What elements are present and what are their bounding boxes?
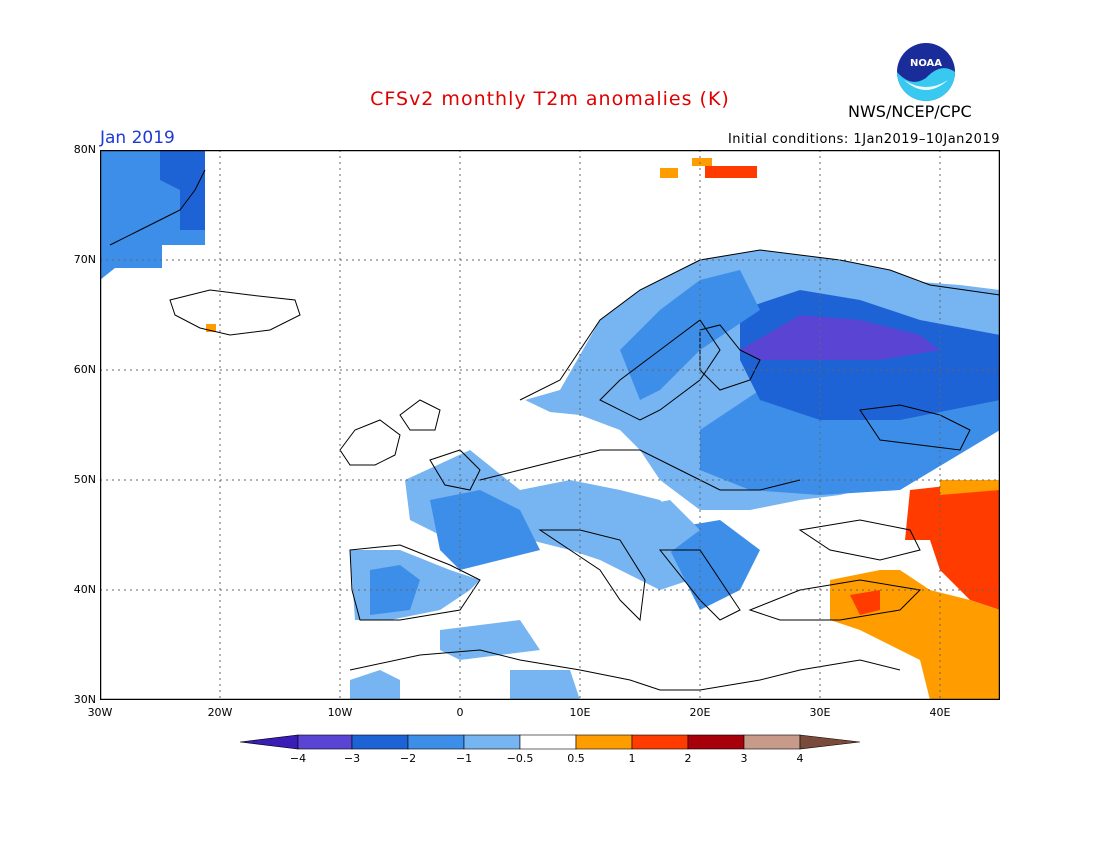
colorbar-label: 3 — [740, 752, 748, 765]
colorbar-bin-1 — [297, 734, 353, 750]
lon-label-10e: 10E — [569, 706, 591, 719]
colorbar-bin-3 — [407, 734, 465, 750]
lon-label-30e: 30E — [809, 706, 831, 719]
lat-label-50n: 50N — [73, 473, 96, 486]
lon-label-20e: 20E — [689, 706, 711, 719]
colorbar-label: −3 — [343, 752, 361, 765]
lon-label-10w: 10W — [327, 706, 353, 719]
anomaly-map — [100, 150, 1000, 700]
colorbar — [240, 734, 860, 750]
logo-text: NOAA — [910, 58, 942, 69]
agency-label: NWS/NCEP/CPC — [848, 102, 972, 121]
colorbar-arrow-high — [799, 734, 860, 750]
initial-conditions: Initial conditions: 1Jan2019–10Jan2019 — [727, 132, 1000, 147]
lon-label-30w: 30W — [87, 706, 113, 719]
colorbar-label: −2 — [399, 752, 417, 765]
lon-label-20w: 20W — [207, 706, 233, 719]
lat-label-30n: 30N — [73, 693, 96, 706]
colorbar-label: 2 — [684, 752, 692, 765]
lat-label-70n: 70N — [73, 253, 96, 266]
colorbar-label: −0.5 — [506, 752, 534, 765]
lat-label-80n: 80N — [73, 143, 96, 156]
colorbar-bin-9 — [743, 734, 801, 750]
anomaly-shading — [100, 150, 1000, 700]
gridlines — [100, 150, 1000, 700]
colorbar-label: 1 — [628, 752, 636, 765]
colorbar-bin-7 — [631, 734, 689, 750]
map-title: CFSv2 monthly T2m anomalies (K) — [370, 88, 730, 110]
forecast-month: Jan 2019 — [100, 128, 175, 148]
lon-label-0: 0 — [456, 706, 464, 719]
colorbar-bin-8 — [687, 734, 745, 750]
noaa-logo-icon: NOAA — [897, 43, 955, 101]
coastlines — [109, 169, 1000, 691]
colorbar-bin-5 — [519, 734, 577, 750]
colorbar-bin-6 — [575, 734, 633, 750]
lat-label-60n: 60N — [73, 363, 96, 376]
map-frame — [100, 150, 1000, 700]
lat-label-40n: 40N — [73, 583, 96, 596]
colorbar-label: 4 — [796, 752, 804, 765]
colorbar-label: −4 — [289, 752, 307, 765]
lon-label-40e: 40E — [929, 706, 951, 719]
colorbar-arrow-low — [240, 734, 299, 750]
map-panel — [100, 150, 1000, 700]
colorbar-label: 0.5 — [567, 752, 585, 765]
colorbar-bin-4 — [463, 734, 521, 750]
colorbar-label: −1 — [455, 752, 473, 765]
colorbar-bin-2 — [351, 734, 409, 750]
